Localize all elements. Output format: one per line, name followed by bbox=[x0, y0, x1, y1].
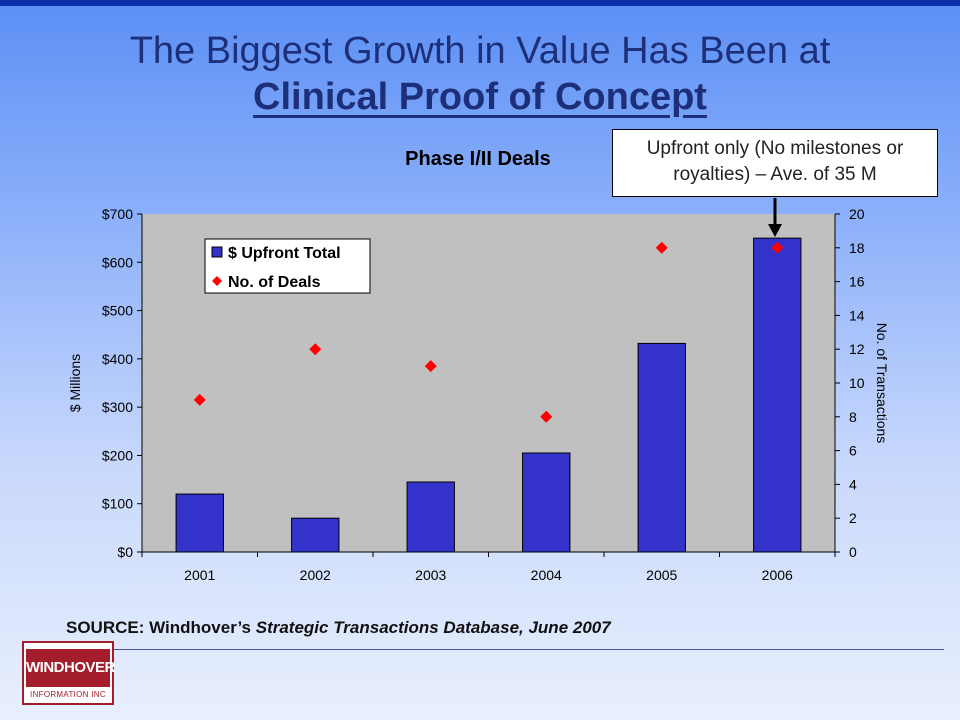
source-note: SOURCE: Windhover’s Strategic Transactio… bbox=[66, 618, 611, 638]
x-tick-label: 2005 bbox=[646, 567, 677, 583]
y2-tick-label: 18 bbox=[849, 240, 865, 256]
x-tick-label: 2004 bbox=[531, 567, 562, 583]
y-tick-label: $700 bbox=[102, 206, 133, 222]
x-tick-label: 2001 bbox=[184, 567, 215, 583]
y-tick-label: $400 bbox=[102, 351, 133, 367]
legend-swatch-upfront bbox=[211, 246, 223, 258]
chart-title: Phase I/II Deals bbox=[405, 148, 551, 170]
marker-deals-2001 bbox=[193, 393, 206, 406]
y2-tick-label: 12 bbox=[849, 341, 865, 357]
y2-tick-label: 8 bbox=[849, 409, 857, 425]
y2-axis-label: No. of Transactions bbox=[874, 323, 890, 444]
y2-tick-label: 4 bbox=[849, 476, 857, 492]
y-tick-label: $200 bbox=[102, 447, 133, 463]
y2-tick-label: 20 bbox=[849, 206, 865, 222]
slide-title: The Biggest Growth in Value Has Been at bbox=[129, 30, 831, 72]
source-label: SOURCE: bbox=[66, 618, 145, 637]
y2-tick-label: 16 bbox=[849, 274, 865, 290]
legend-box bbox=[204, 238, 371, 294]
y-tick-label: $300 bbox=[102, 399, 133, 415]
axes-layer: $0 $100 $200 $300 $400 $500 $600 $700 0 2 4 6 8 10 12 1… bbox=[102, 206, 865, 583]
y-tick-label: $600 bbox=[102, 254, 133, 270]
x-tick-label: 2003 bbox=[415, 567, 446, 583]
bar-upfront-2005 bbox=[637, 342, 686, 553]
y2-tick-label: 10 bbox=[849, 375, 865, 391]
markers-layer bbox=[193, 241, 784, 423]
logo-wordmark: WINDHOVER bbox=[26, 649, 115, 687]
marker-deals-2005 bbox=[655, 241, 668, 254]
marker-deals-2002 bbox=[309, 343, 322, 356]
y-tick-label: $100 bbox=[102, 496, 133, 512]
logo-tagline: INFORMATION INC bbox=[30, 690, 106, 699]
slide-subtitle: Clinical Proof of Concept bbox=[253, 76, 707, 118]
source-org: Windhover’s bbox=[149, 618, 251, 637]
upfront-callout: Upfront only (No milestones or royalties… bbox=[612, 129, 938, 197]
marker-deals-2004 bbox=[540, 410, 553, 423]
bar-upfront-2006 bbox=[753, 237, 802, 553]
x-tick-label: 2006 bbox=[762, 567, 793, 583]
y2-tick-label: 0 bbox=[849, 544, 857, 560]
legend-label-deals: No. of Deals bbox=[228, 274, 321, 291]
x-tick-label: 2002 bbox=[300, 567, 331, 583]
y-tick-label: $0 bbox=[117, 544, 133, 560]
top-accent-bar bbox=[0, 0, 960, 6]
y2-tick-label: 14 bbox=[849, 307, 865, 323]
marker-deals-2003 bbox=[424, 360, 437, 373]
y-tick-label: $500 bbox=[102, 303, 133, 319]
marker-deals-2006 bbox=[771, 241, 784, 254]
source-database: Strategic Transactions Database, June 20… bbox=[255, 618, 611, 637]
bar-upfront-2004 bbox=[522, 452, 571, 553]
callout-arrow-head bbox=[768, 224, 782, 237]
windhover-logo: WINDHOVER INFORMATION INC bbox=[22, 641, 115, 705]
chart-legend: $ Upfront Total No. of Deals bbox=[204, 238, 371, 294]
y2-tick-label: 6 bbox=[849, 443, 857, 459]
bar-upfront-2003 bbox=[406, 481, 455, 553]
bar-upfront-2001 bbox=[175, 493, 224, 553]
bar-upfront-2002 bbox=[291, 517, 340, 553]
legend-label-upfront: $ Upfront Total bbox=[228, 245, 341, 262]
y-axis-label: $ Millions bbox=[67, 354, 83, 412]
legend-swatch-deals bbox=[212, 276, 222, 286]
y2-tick-label: 2 bbox=[849, 510, 857, 526]
footer-divider bbox=[66, 649, 944, 650]
bars-layer bbox=[175, 237, 802, 553]
